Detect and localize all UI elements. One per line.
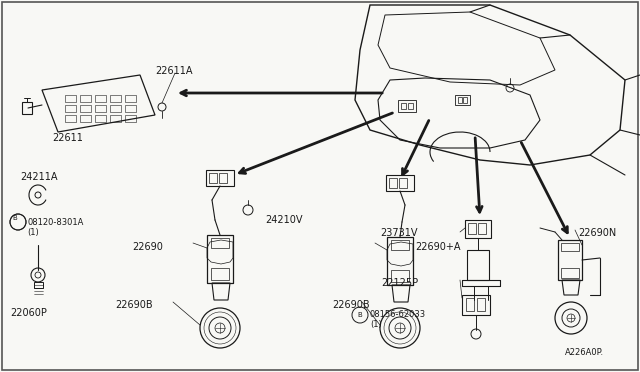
Bar xyxy=(408,103,413,109)
Bar xyxy=(110,115,121,122)
Bar xyxy=(65,115,76,122)
Bar xyxy=(398,100,416,112)
Bar xyxy=(125,115,136,122)
Text: 22060P: 22060P xyxy=(10,308,47,318)
Bar xyxy=(219,173,227,183)
Bar xyxy=(463,97,467,103)
Bar xyxy=(95,115,106,122)
Bar xyxy=(477,298,485,311)
Bar xyxy=(478,223,486,234)
Text: 22690N: 22690N xyxy=(578,228,616,238)
Text: 24211A: 24211A xyxy=(20,172,58,182)
Bar xyxy=(95,95,106,102)
Text: 22125P: 22125P xyxy=(381,278,418,288)
Bar xyxy=(399,178,407,188)
Bar xyxy=(209,173,217,183)
Bar xyxy=(466,298,474,311)
Bar xyxy=(95,105,106,112)
Bar xyxy=(391,270,409,282)
Bar xyxy=(80,95,91,102)
Bar xyxy=(211,268,229,280)
Bar xyxy=(110,95,121,102)
Bar xyxy=(558,240,582,280)
Text: 22690: 22690 xyxy=(132,242,163,252)
Text: 08120-8301A: 08120-8301A xyxy=(27,218,83,227)
Bar xyxy=(458,97,462,103)
Text: 22611: 22611 xyxy=(52,133,83,143)
Bar xyxy=(65,95,76,102)
Bar xyxy=(468,223,476,234)
Bar xyxy=(455,95,470,105)
Bar xyxy=(386,175,414,191)
Text: 22690+A: 22690+A xyxy=(415,242,461,252)
Text: B: B xyxy=(358,312,362,318)
Bar xyxy=(387,237,413,285)
Text: A226A0P.: A226A0P. xyxy=(565,348,604,357)
Bar xyxy=(65,105,76,112)
Text: 22690B: 22690B xyxy=(332,300,370,310)
Bar xyxy=(462,295,490,315)
Bar xyxy=(391,240,409,250)
Bar xyxy=(125,95,136,102)
Text: 24210V: 24210V xyxy=(265,215,303,225)
Bar xyxy=(561,243,579,251)
Bar xyxy=(561,268,579,278)
Bar xyxy=(125,105,136,112)
Text: 22690B: 22690B xyxy=(115,300,153,310)
Bar xyxy=(34,282,43,288)
Text: (1): (1) xyxy=(27,228,39,237)
Text: 23731V: 23731V xyxy=(381,228,418,238)
Text: B: B xyxy=(13,215,17,221)
Bar xyxy=(22,102,32,114)
Bar xyxy=(80,115,91,122)
Bar xyxy=(110,105,121,112)
Text: 08156-62033: 08156-62033 xyxy=(370,310,426,319)
Bar xyxy=(401,103,406,109)
Bar xyxy=(206,170,234,186)
Bar xyxy=(207,235,233,283)
Text: 22611A: 22611A xyxy=(155,66,193,76)
Bar xyxy=(467,250,489,280)
Bar xyxy=(80,105,91,112)
Bar xyxy=(389,178,397,188)
Bar xyxy=(465,220,491,238)
Text: (1): (1) xyxy=(370,320,381,329)
Bar xyxy=(211,238,229,248)
